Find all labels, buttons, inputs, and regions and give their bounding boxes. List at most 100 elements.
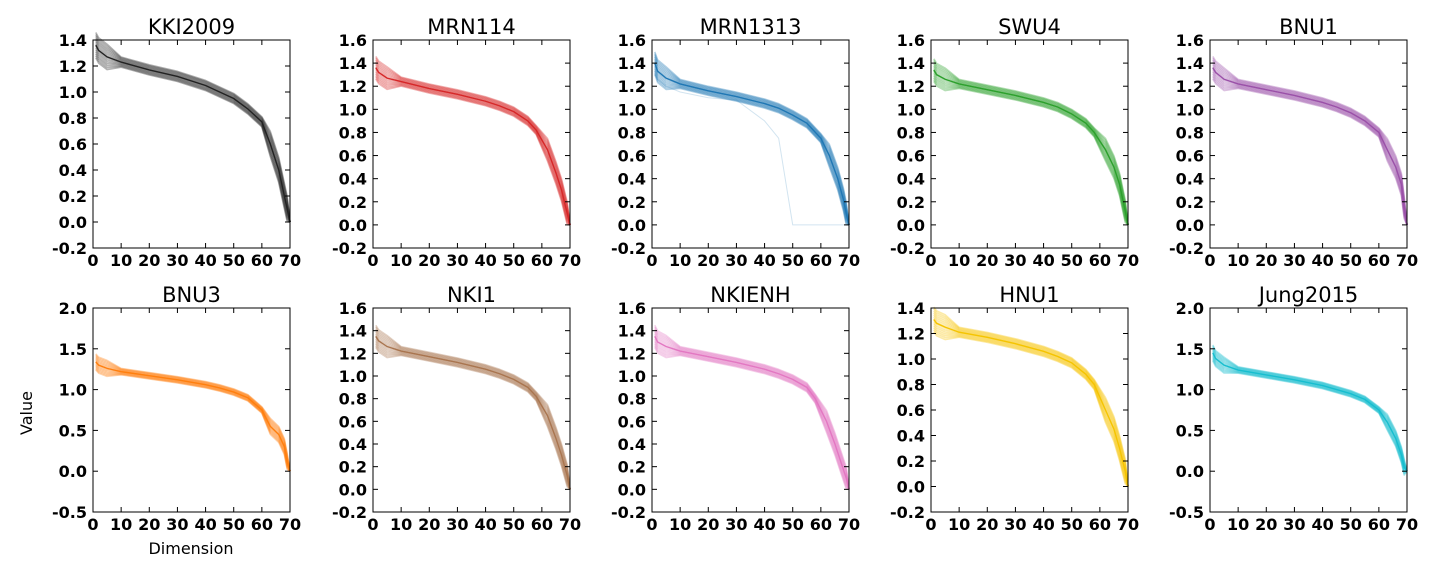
x-tick-label: 20 bbox=[697, 515, 719, 534]
y-tick-label: 0.5 bbox=[59, 421, 87, 440]
plot-frame bbox=[92, 39, 291, 249]
series-line bbox=[933, 316, 1129, 487]
x-tick-label: 50 bbox=[223, 515, 245, 534]
y-tick-label: -0.5 bbox=[1169, 503, 1204, 522]
y-tick-label: 0.0 bbox=[618, 480, 646, 499]
y-tick-label: 0.0 bbox=[339, 480, 367, 499]
series-line bbox=[375, 338, 571, 490]
x-tick-label: 50 bbox=[223, 251, 245, 270]
series-line bbox=[933, 67, 1129, 226]
series-line bbox=[95, 49, 291, 223]
series-line bbox=[375, 56, 571, 225]
series-line bbox=[933, 323, 1129, 487]
y-tick-label: 0.6 bbox=[1176, 147, 1204, 166]
series-line bbox=[654, 341, 850, 490]
y-tick-label: 0.2 bbox=[897, 452, 925, 471]
series-mean-line bbox=[375, 335, 571, 490]
series-line bbox=[1212, 64, 1408, 226]
x-tick-label: 70 bbox=[279, 251, 301, 270]
x-tick-label: 40 bbox=[753, 251, 775, 270]
series-line bbox=[375, 59, 571, 226]
y-tick-label: -0.2 bbox=[332, 239, 367, 258]
x-tick-label: 60 bbox=[1368, 515, 1390, 534]
y-tick-label: 1.2 bbox=[897, 325, 925, 344]
y-tick-label: 1.6 bbox=[897, 31, 925, 50]
series-line bbox=[375, 340, 571, 490]
series-line bbox=[95, 354, 291, 472]
y-tick-label: 0.8 bbox=[618, 123, 646, 142]
x-tick-label: 60 bbox=[531, 251, 553, 270]
x-tick-label: 70 bbox=[279, 515, 301, 534]
series-line bbox=[95, 47, 291, 223]
x-tick-label: 30 bbox=[446, 515, 468, 534]
panel-title: KKI2009 bbox=[148, 15, 235, 39]
series-mean-line bbox=[933, 319, 1129, 487]
series-line bbox=[654, 51, 850, 225]
x-tick-label: 60 bbox=[1089, 515, 1111, 534]
series-line bbox=[654, 347, 850, 491]
series-line bbox=[654, 72, 850, 226]
y-tick-label: 1.5 bbox=[59, 340, 87, 359]
x-tick-label: 30 bbox=[166, 515, 188, 534]
x-axis-label: Dimension bbox=[148, 539, 233, 558]
y-tick-label: 0.2 bbox=[339, 458, 367, 477]
y-tick-label: 0.8 bbox=[339, 123, 367, 142]
x-tick-label: 50 bbox=[503, 515, 525, 534]
y-tick-label: 1.2 bbox=[618, 77, 646, 96]
y-tick-label: 1.4 bbox=[59, 31, 87, 50]
series-line bbox=[1212, 62, 1408, 225]
x-tick-label: 10 bbox=[110, 515, 132, 534]
x-tick-label: 70 bbox=[1117, 515, 1139, 534]
y-tick-label: 0.0 bbox=[618, 216, 646, 235]
series-line bbox=[933, 58, 1129, 225]
x-tick-label: 30 bbox=[725, 515, 747, 534]
x-tick-label: 20 bbox=[138, 515, 160, 534]
plot-frame bbox=[92, 307, 291, 513]
series-line bbox=[1212, 57, 1408, 225]
y-tick-label: 1.0 bbox=[897, 100, 925, 119]
panel-title: HNU1 bbox=[999, 283, 1059, 307]
series-line bbox=[95, 43, 291, 223]
series-line bbox=[1212, 76, 1408, 226]
y-tick-label: -0.2 bbox=[890, 503, 925, 522]
series-line bbox=[654, 331, 850, 490]
series-line bbox=[933, 63, 1129, 226]
x-tick-label: 70 bbox=[1117, 251, 1139, 270]
y-tick-label: 0.8 bbox=[897, 123, 925, 142]
x-tick-label: 0 bbox=[925, 515, 936, 534]
plot-frame bbox=[651, 307, 850, 513]
series-line bbox=[933, 308, 1129, 487]
panel-title: Jung2015 bbox=[1257, 283, 1359, 307]
series-line bbox=[654, 74, 850, 226]
y-tick-label: 0.4 bbox=[1176, 170, 1204, 189]
series-line bbox=[933, 65, 1129, 226]
series-line bbox=[654, 345, 850, 490]
y-tick-label: 0.4 bbox=[897, 170, 925, 189]
y-tick-label: 1.4 bbox=[339, 322, 367, 341]
panel-swu4: SWU4 0 10 20 30 40 50 60 70 -0.2 0.0 0.2 0.4 0.6 0.8 1.… bbox=[890, 15, 1139, 270]
y-axis-label: Value bbox=[17, 391, 36, 435]
y-tick-label: 2.0 bbox=[59, 299, 87, 318]
series-line bbox=[1212, 69, 1408, 226]
y-tick-label: 1.2 bbox=[339, 344, 367, 363]
panel-nki1: NKI1 0 10 20 30 40 50 60 70 -0.2 0.0 0.2 0.4 0.6 0.8 1.… bbox=[332, 283, 581, 534]
series-mean-line bbox=[95, 44, 291, 223]
y-tick-label: 1.4 bbox=[339, 54, 367, 73]
series-line bbox=[933, 60, 1129, 225]
series-line bbox=[933, 327, 1129, 487]
y-tick-label: 1.2 bbox=[618, 344, 646, 363]
series-line bbox=[375, 324, 571, 490]
y-tick-label: 1.2 bbox=[1176, 77, 1204, 96]
series-line bbox=[375, 341, 571, 490]
series-line bbox=[654, 324, 850, 490]
series-line bbox=[1212, 359, 1408, 475]
series-line bbox=[933, 325, 1129, 487]
outlier-line bbox=[654, 74, 849, 226]
y-tick-label: 0.6 bbox=[339, 412, 367, 431]
y-tick-label: 1.2 bbox=[59, 57, 87, 76]
y-tick-label: 0.4 bbox=[618, 435, 646, 454]
series-line bbox=[375, 75, 571, 226]
x-tick-label: 30 bbox=[1283, 251, 1305, 270]
y-tick-label: 0.4 bbox=[59, 161, 87, 180]
series-line bbox=[654, 326, 850, 490]
